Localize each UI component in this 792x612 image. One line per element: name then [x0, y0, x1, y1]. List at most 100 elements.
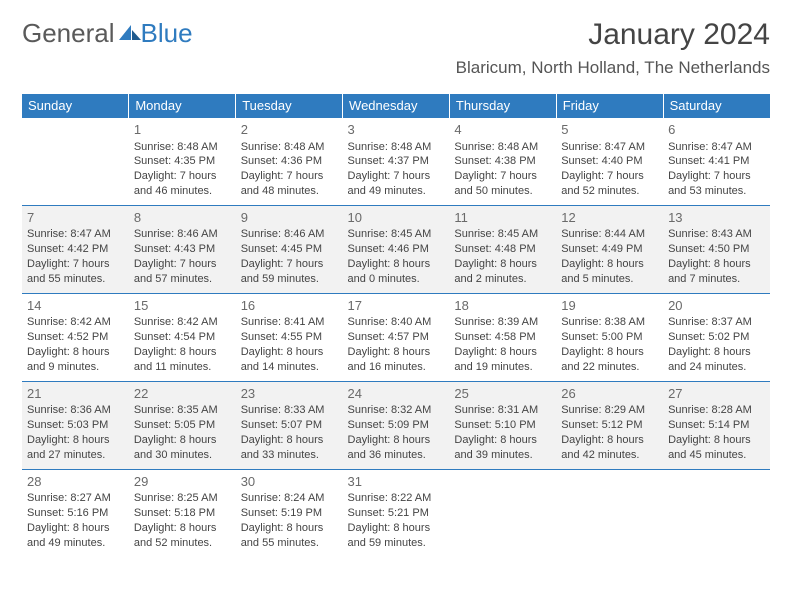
- sunset-text: Sunset: 4:58 PM: [454, 330, 551, 345]
- calendar-day-cell: 13Sunrise: 8:43 AMSunset: 4:50 PMDayligh…: [663, 205, 770, 293]
- weekday-header: Friday: [556, 94, 663, 118]
- sunrise-text: Sunrise: 8:25 AM: [134, 491, 231, 506]
- daylight-line-1: Daylight: 7 hours: [27, 257, 124, 272]
- calendar-day-cell: 25Sunrise: 8:31 AMSunset: 5:10 PMDayligh…: [449, 381, 556, 469]
- sunset-text: Sunset: 4:57 PM: [348, 330, 445, 345]
- daylight-line-1: Daylight: 7 hours: [348, 169, 445, 184]
- sunrise-text: Sunrise: 8:46 AM: [134, 227, 231, 242]
- weekday-header: Monday: [129, 94, 236, 118]
- day-number: 10: [348, 209, 445, 227]
- sunset-text: Sunset: 4:43 PM: [134, 242, 231, 257]
- sunrise-text: Sunrise: 8:47 AM: [668, 140, 765, 155]
- daylight-line-2: and 0 minutes.: [348, 272, 445, 287]
- sunset-text: Sunset: 5:07 PM: [241, 418, 338, 433]
- day-number: 24: [348, 385, 445, 403]
- day-number: 5: [561, 121, 658, 139]
- calendar-empty-cell: [449, 469, 556, 556]
- sunrise-text: Sunrise: 8:39 AM: [454, 315, 551, 330]
- day-number: 3: [348, 121, 445, 139]
- daylight-line-1: Daylight: 8 hours: [241, 433, 338, 448]
- calendar-day-cell: 29Sunrise: 8:25 AMSunset: 5:18 PMDayligh…: [129, 469, 236, 556]
- sunrise-text: Sunrise: 8:42 AM: [134, 315, 231, 330]
- daylight-line-2: and 45 minutes.: [668, 448, 765, 463]
- daylight-line-2: and 59 minutes.: [348, 536, 445, 551]
- sunrise-text: Sunrise: 8:47 AM: [561, 140, 658, 155]
- daylight-line-2: and 57 minutes.: [134, 272, 231, 287]
- day-number: 6: [668, 121, 765, 139]
- sunrise-text: Sunrise: 8:48 AM: [348, 140, 445, 155]
- daylight-line-1: Daylight: 7 hours: [241, 169, 338, 184]
- daylight-line-2: and 14 minutes.: [241, 360, 338, 375]
- sunrise-text: Sunrise: 8:42 AM: [27, 315, 124, 330]
- sunset-text: Sunset: 4:45 PM: [241, 242, 338, 257]
- calendar-day-cell: 23Sunrise: 8:33 AMSunset: 5:07 PMDayligh…: [236, 381, 343, 469]
- daylight-line-2: and 24 minutes.: [668, 360, 765, 375]
- day-number: 29: [134, 473, 231, 491]
- calendar-day-cell: 3Sunrise: 8:48 AMSunset: 4:37 PMDaylight…: [343, 118, 450, 206]
- calendar-day-cell: 18Sunrise: 8:39 AMSunset: 4:58 PMDayligh…: [449, 293, 556, 381]
- weekday-header: Sunday: [22, 94, 129, 118]
- sunset-text: Sunset: 4:41 PM: [668, 154, 765, 169]
- day-number: 27: [668, 385, 765, 403]
- logo: General Blue: [22, 18, 193, 49]
- logo-text-1: General: [22, 18, 115, 49]
- daylight-line-2: and 27 minutes.: [27, 448, 124, 463]
- calendar-day-cell: 16Sunrise: 8:41 AMSunset: 4:55 PMDayligh…: [236, 293, 343, 381]
- daylight-line-2: and 55 minutes.: [241, 536, 338, 551]
- daylight-line-2: and 5 minutes.: [561, 272, 658, 287]
- calendar-week-row: 1Sunrise: 8:48 AMSunset: 4:35 PMDaylight…: [22, 118, 770, 206]
- day-number: 31: [348, 473, 445, 491]
- calendar-empty-cell: [22, 118, 129, 206]
- sunset-text: Sunset: 4:36 PM: [241, 154, 338, 169]
- sunset-text: Sunset: 4:40 PM: [561, 154, 658, 169]
- daylight-line-2: and 2 minutes.: [454, 272, 551, 287]
- calendar-day-cell: 1Sunrise: 8:48 AMSunset: 4:35 PMDaylight…: [129, 118, 236, 206]
- daylight-line-1: Daylight: 8 hours: [454, 433, 551, 448]
- day-number: 26: [561, 385, 658, 403]
- calendar-day-cell: 10Sunrise: 8:45 AMSunset: 4:46 PMDayligh…: [343, 205, 450, 293]
- daylight-line-1: Daylight: 8 hours: [561, 257, 658, 272]
- day-number: 17: [348, 297, 445, 315]
- day-number: 11: [454, 209, 551, 227]
- daylight-line-1: Daylight: 7 hours: [561, 169, 658, 184]
- logo-text-2: Blue: [141, 18, 193, 49]
- sunset-text: Sunset: 4:49 PM: [561, 242, 658, 257]
- sunrise-text: Sunrise: 8:28 AM: [668, 403, 765, 418]
- calendar-day-cell: 21Sunrise: 8:36 AMSunset: 5:03 PMDayligh…: [22, 381, 129, 469]
- sunrise-text: Sunrise: 8:32 AM: [348, 403, 445, 418]
- weekday-header: Saturday: [663, 94, 770, 118]
- sunset-text: Sunset: 5:12 PM: [561, 418, 658, 433]
- sunrise-text: Sunrise: 8:36 AM: [27, 403, 124, 418]
- sunrise-text: Sunrise: 8:46 AM: [241, 227, 338, 242]
- day-number: 22: [134, 385, 231, 403]
- day-number: 15: [134, 297, 231, 315]
- daylight-line-1: Daylight: 8 hours: [668, 257, 765, 272]
- daylight-line-2: and 9 minutes.: [27, 360, 124, 375]
- sunrise-text: Sunrise: 8:35 AM: [134, 403, 231, 418]
- calendar-day-cell: 7Sunrise: 8:47 AMSunset: 4:42 PMDaylight…: [22, 205, 129, 293]
- sunset-text: Sunset: 5:09 PM: [348, 418, 445, 433]
- calendar-day-cell: 20Sunrise: 8:37 AMSunset: 5:02 PMDayligh…: [663, 293, 770, 381]
- sunrise-text: Sunrise: 8:43 AM: [668, 227, 765, 242]
- daylight-line-1: Daylight: 8 hours: [454, 345, 551, 360]
- daylight-line-1: Daylight: 7 hours: [668, 169, 765, 184]
- daylight-line-1: Daylight: 8 hours: [134, 433, 231, 448]
- daylight-line-1: Daylight: 8 hours: [27, 345, 124, 360]
- daylight-line-2: and 16 minutes.: [348, 360, 445, 375]
- sunset-text: Sunset: 5:21 PM: [348, 506, 445, 521]
- daylight-line-1: Daylight: 8 hours: [348, 257, 445, 272]
- calendar-week-row: 7Sunrise: 8:47 AMSunset: 4:42 PMDaylight…: [22, 205, 770, 293]
- daylight-line-1: Daylight: 7 hours: [134, 257, 231, 272]
- daylight-line-2: and 52 minutes.: [561, 184, 658, 199]
- calendar-day-cell: 9Sunrise: 8:46 AMSunset: 4:45 PMDaylight…: [236, 205, 343, 293]
- calendar-day-cell: 5Sunrise: 8:47 AMSunset: 4:40 PMDaylight…: [556, 118, 663, 206]
- daylight-line-2: and 42 minutes.: [561, 448, 658, 463]
- calendar-day-cell: 19Sunrise: 8:38 AMSunset: 5:00 PMDayligh…: [556, 293, 663, 381]
- sunset-text: Sunset: 5:00 PM: [561, 330, 658, 345]
- sunrise-text: Sunrise: 8:45 AM: [454, 227, 551, 242]
- daylight-line-2: and 11 minutes.: [134, 360, 231, 375]
- daylight-line-1: Daylight: 8 hours: [668, 345, 765, 360]
- daylight-line-1: Daylight: 7 hours: [134, 169, 231, 184]
- daylight-line-2: and 19 minutes.: [454, 360, 551, 375]
- daylight-line-2: and 22 minutes.: [561, 360, 658, 375]
